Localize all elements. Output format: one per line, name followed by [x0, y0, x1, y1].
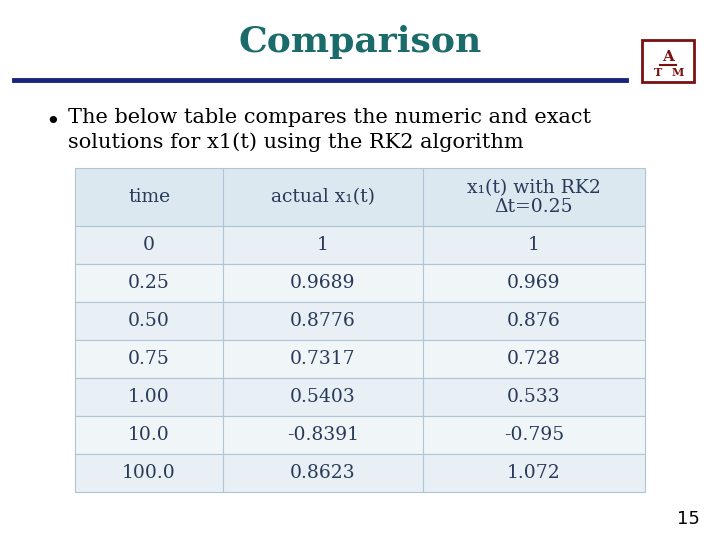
Text: 0.25: 0.25 — [128, 274, 170, 292]
Text: 0: 0 — [143, 236, 155, 254]
Text: 15: 15 — [677, 510, 700, 528]
Text: 1.072: 1.072 — [507, 464, 561, 482]
Text: •: • — [45, 110, 60, 134]
Text: 0.7317: 0.7317 — [290, 350, 356, 368]
Bar — [75, 378, 645, 416]
Text: A: A — [662, 50, 674, 64]
Text: x₁(t) with RK2: x₁(t) with RK2 — [467, 179, 600, 197]
Bar — [642, 40, 694, 82]
Text: time: time — [128, 188, 170, 206]
Bar — [75, 168, 645, 226]
Text: actual x₁(t): actual x₁(t) — [271, 188, 375, 206]
Bar — [75, 302, 645, 340]
Text: 1.00: 1.00 — [128, 388, 170, 406]
Text: 0.50: 0.50 — [128, 312, 170, 330]
Text: Δt=0.25: Δt=0.25 — [495, 198, 573, 217]
Text: Comparison: Comparison — [238, 25, 482, 59]
Text: 0.728: 0.728 — [507, 350, 561, 368]
Text: 1: 1 — [528, 236, 540, 254]
Text: 100.0: 100.0 — [122, 464, 176, 482]
Bar — [75, 416, 645, 454]
Bar — [75, 226, 645, 264]
Bar — [75, 340, 645, 378]
Text: 0.8623: 0.8623 — [290, 464, 356, 482]
Text: solutions for x1(t) using the RK2 algorithm: solutions for x1(t) using the RK2 algori… — [68, 132, 523, 152]
Bar — [75, 264, 645, 302]
Text: 0.8776: 0.8776 — [290, 312, 356, 330]
Text: 0.9689: 0.9689 — [290, 274, 356, 292]
Text: T: T — [654, 66, 662, 78]
Text: M: M — [672, 66, 684, 78]
Text: 0.876: 0.876 — [507, 312, 561, 330]
Text: 0.5403: 0.5403 — [290, 388, 356, 406]
Text: 10.0: 10.0 — [128, 426, 170, 444]
Bar — [75, 454, 645, 492]
Text: 0.75: 0.75 — [128, 350, 170, 368]
Text: -0.795: -0.795 — [504, 426, 564, 444]
Text: 0.969: 0.969 — [507, 274, 561, 292]
Text: 0.533: 0.533 — [507, 388, 561, 406]
Text: The below table compares the numeric and exact: The below table compares the numeric and… — [68, 108, 591, 127]
Text: -0.8391: -0.8391 — [287, 426, 359, 444]
Text: 1: 1 — [317, 236, 329, 254]
